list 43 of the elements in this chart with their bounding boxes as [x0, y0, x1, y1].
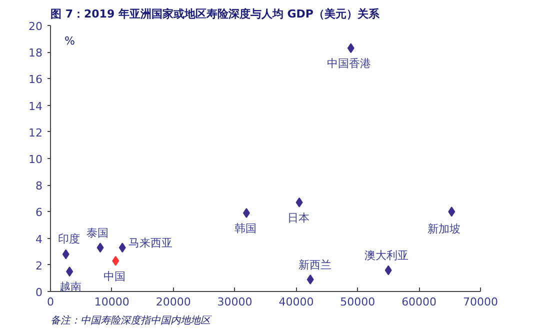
y-tick-label: 12 [28, 126, 43, 140]
x-tick-label: 60000 [402, 296, 437, 308]
annotation: 印度 [58, 232, 80, 246]
y-tick-label: 8 [36, 180, 42, 193]
x-tick-label: 40000 [278, 296, 314, 308]
point [62, 249, 70, 260]
y-tick-label: 14 [28, 100, 43, 113]
point [296, 197, 303, 208]
point [384, 265, 392, 276]
y-tick-label: 4 [36, 232, 42, 246]
y-tick-label: 0 [36, 286, 42, 299]
point [96, 242, 104, 253]
y-tick-label: 2 [36, 259, 42, 272]
x-tick-label: 20000 [156, 296, 191, 308]
point [306, 274, 314, 285]
point [112, 256, 120, 266]
point [448, 206, 456, 217]
x-tick-label: 30000 [217, 296, 252, 308]
annotation: 日本 [287, 211, 310, 224]
text: 备注：中国寿险深度指中国内地地区 [50, 314, 212, 326]
x-tick-label: 0 [47, 296, 54, 308]
annotation: 泰国 [86, 226, 108, 240]
x-tick-label: 70000 [463, 296, 498, 308]
point [118, 242, 126, 253]
y-tick-label: 20 [28, 20, 43, 33]
y-tick-label: 16 [28, 73, 43, 86]
annotation: 马来西亚 [128, 236, 172, 250]
annotation: 中国 [104, 270, 126, 283]
y-tick-label: 10 [28, 153, 43, 166]
annotation: 中国香港 [326, 57, 371, 70]
x-tick-label: 10000 [94, 296, 130, 308]
annotation: 新加坡 [428, 222, 461, 236]
x-tick-label: 50000 [340, 296, 376, 308]
chart-title: 图 7：2019 年亚洲国家或地区寿险深度与人均 GDP（美元）关系 [50, 8, 380, 20]
y-axis-title: % [64, 34, 75, 48]
annotation: 新西兰 [298, 258, 332, 272]
y-tick-label: 6 [36, 206, 42, 220]
point [347, 43, 354, 54]
annotation: 韩国 [234, 222, 256, 236]
point [66, 266, 74, 277]
annotation: 澳大利亚 [364, 249, 408, 262]
point [242, 208, 250, 218]
y-tick-label: 18 [28, 46, 43, 60]
